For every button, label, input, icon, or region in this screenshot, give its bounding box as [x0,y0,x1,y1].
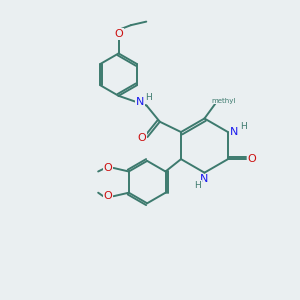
Text: methyl: methyl [212,98,236,104]
Text: O: O [103,191,112,201]
Text: N: N [200,174,209,184]
Text: H: H [195,181,201,190]
Text: H: H [240,122,247,131]
Text: O: O [114,29,123,39]
Text: H: H [146,93,152,102]
Text: N: N [136,97,144,107]
Text: O: O [138,133,146,142]
Text: O: O [103,163,112,173]
Text: O: O [247,154,256,164]
Text: N: N [230,127,238,137]
